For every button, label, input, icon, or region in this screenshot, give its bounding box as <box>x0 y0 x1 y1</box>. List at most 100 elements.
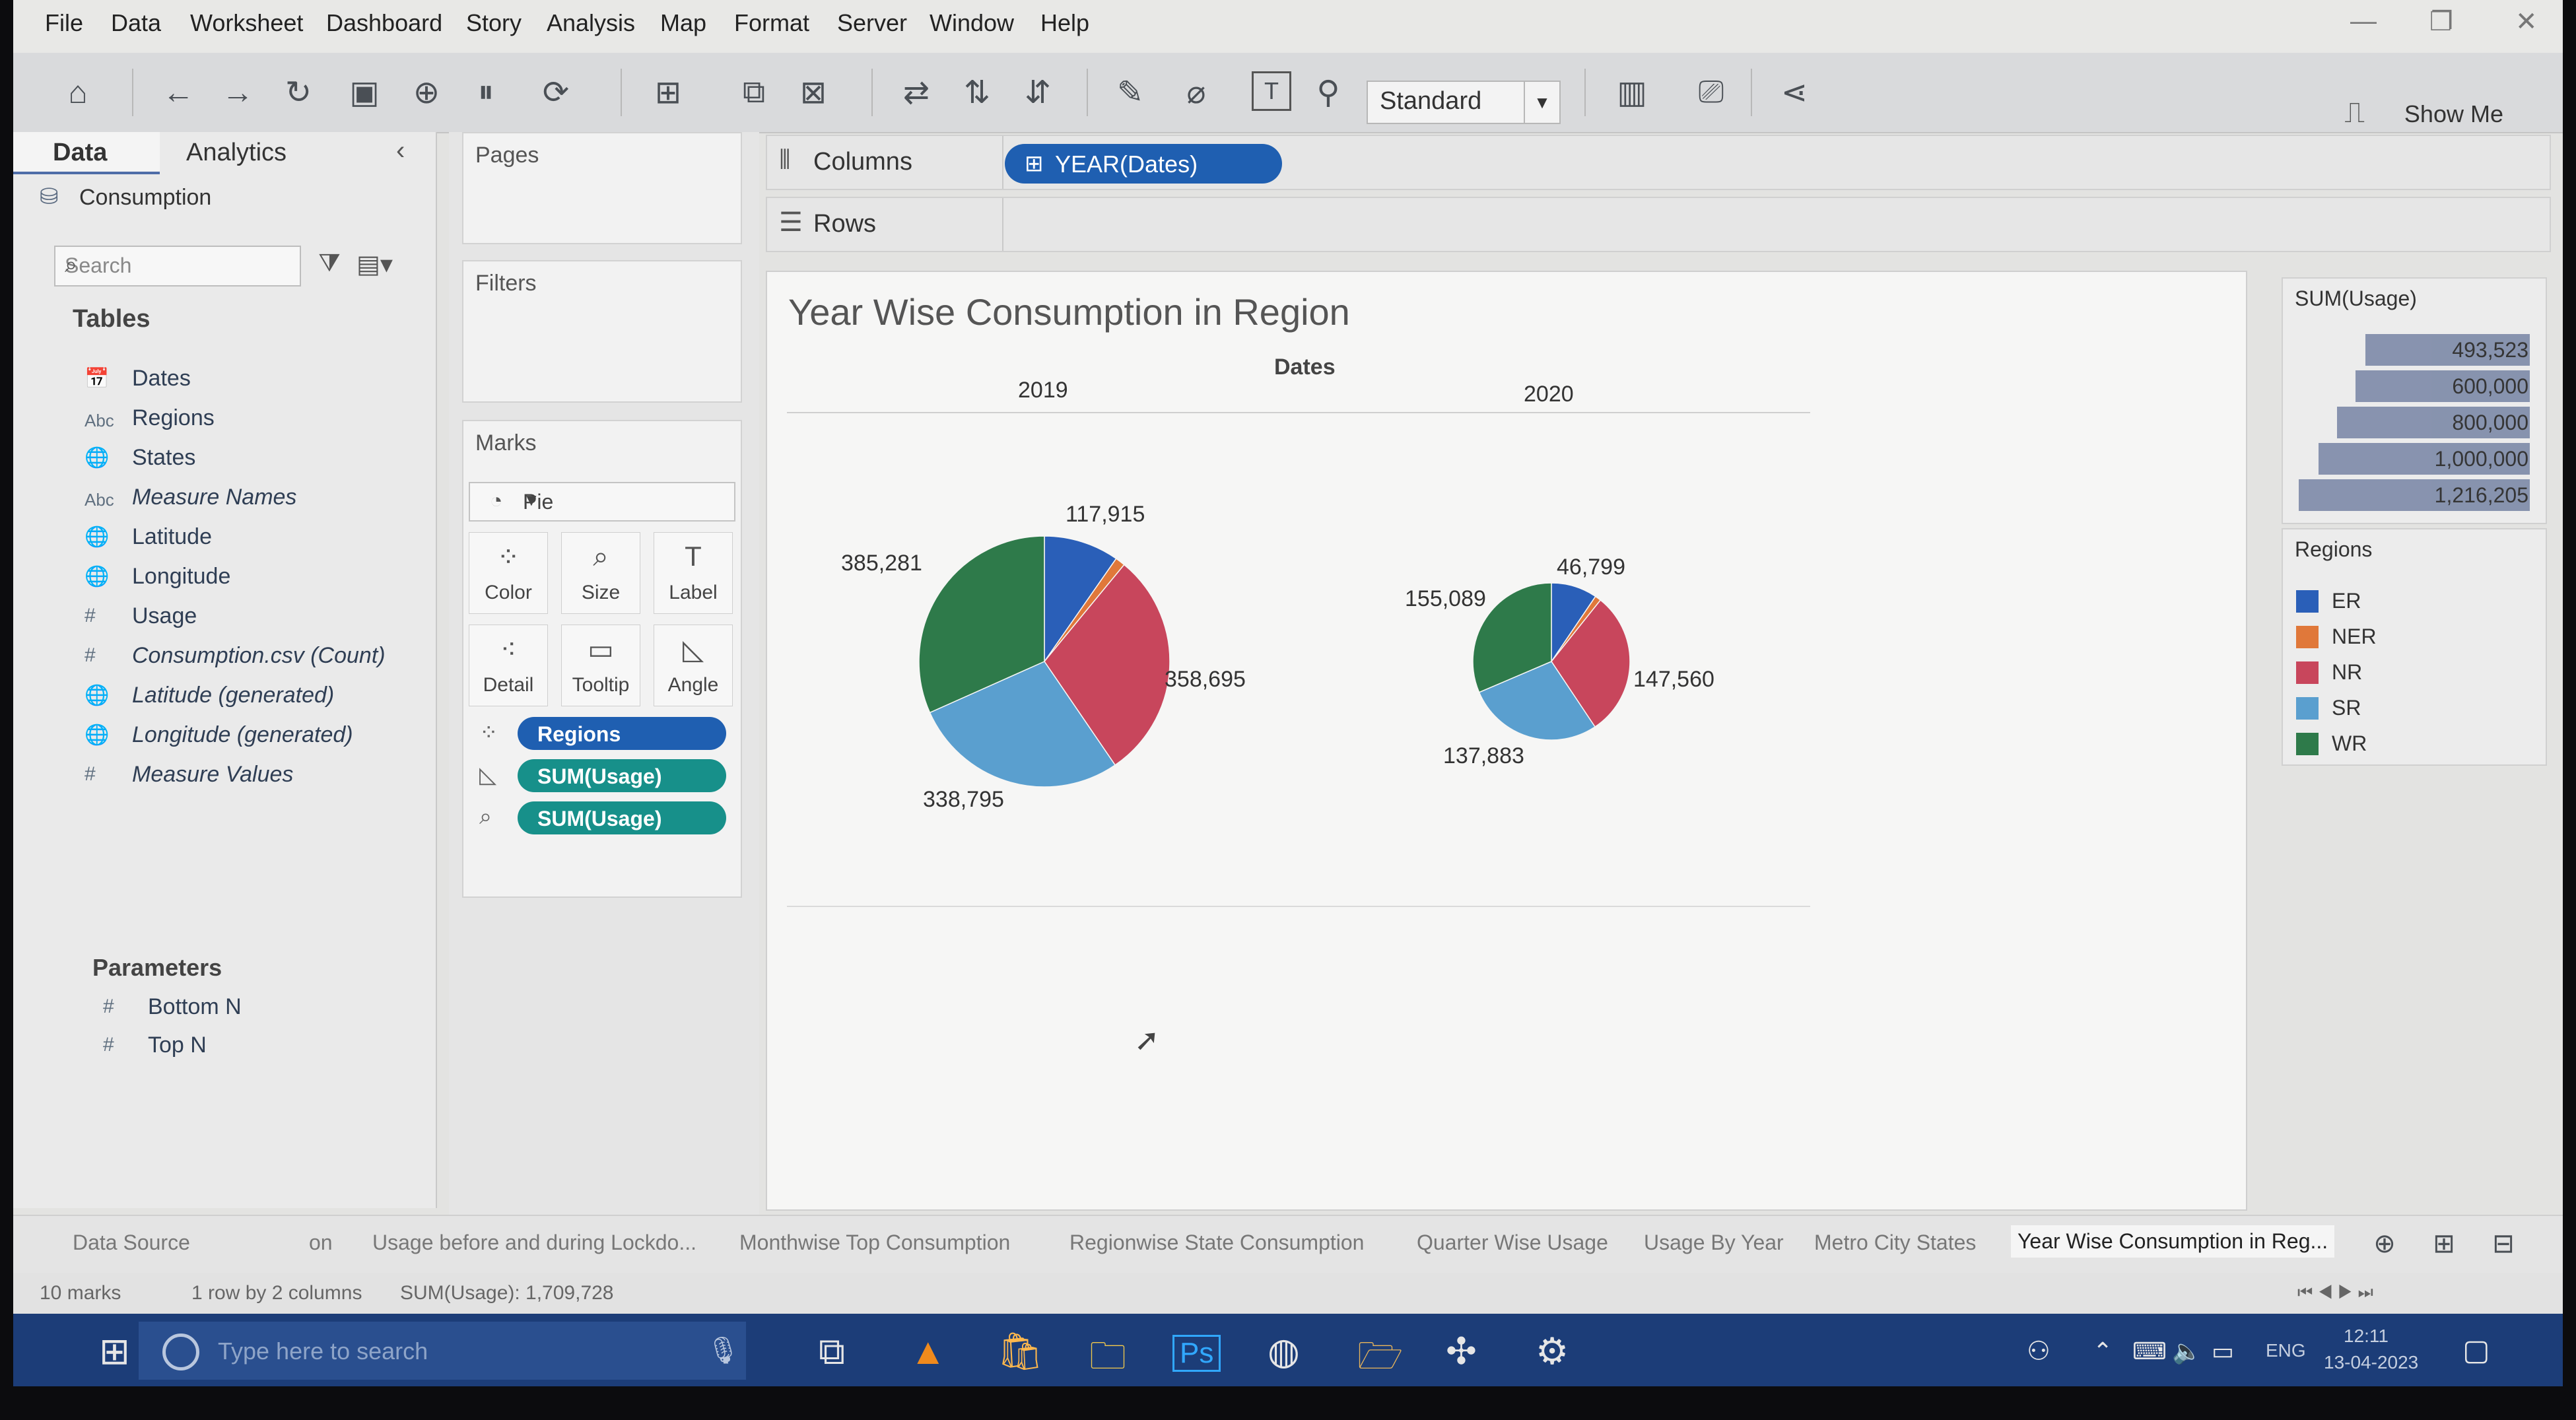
tableau-folder-icon[interactable]: 🗁 <box>1357 1335 1404 1376</box>
field-item[interactable]: Abc Measure Names <box>13 482 436 518</box>
datasource-name[interactable]: Consumption <box>79 185 212 210</box>
field-item[interactable]: # Measure Values <box>13 759 436 795</box>
size-legend-item[interactable]: 1,216,205 <box>2299 479 2530 511</box>
duplicate-sheet-icon[interactable]: ⧉ <box>742 75 766 110</box>
new-dashboard-icon[interactable]: ⊞ <box>2433 1229 2455 1258</box>
people-icon[interactable]: ⚇ <box>2027 1337 2051 1366</box>
tab-usage-before-lockdown[interactable]: Usage before and during Lockdo... <box>372 1231 696 1254</box>
view-list-icon[interactable]: ▤▾ <box>356 251 393 279</box>
home-icon[interactable]: ⌂ <box>68 75 88 110</box>
undo-icon[interactable]: ← <box>162 75 194 110</box>
tab-truncated[interactable]: on <box>309 1231 333 1254</box>
field-item[interactable]: 📅 Dates <box>13 363 436 399</box>
refresh-icon[interactable]: ⟳ <box>542 75 570 110</box>
labels-icon[interactable]: T <box>1252 71 1291 111</box>
tab-data-source[interactable]: Data Source <box>73 1231 190 1254</box>
new-story-icon[interactable]: ⊟ <box>2492 1229 2515 1258</box>
app-icon[interactable]: ◍ <box>1268 1330 1300 1372</box>
minimize-icon[interactable]: — <box>2350 7 2377 36</box>
sheet-nav-icon[interactable]: ⏮ ◀ ▶ ⏭ <box>2297 1282 2373 1302</box>
menu-worksheet[interactable]: Worksheet <box>190 9 304 36</box>
replay-icon[interactable]: ↻ <box>285 75 312 110</box>
menu-data[interactable]: Data <box>111 9 162 36</box>
size-legend-item[interactable]: 800,000 <box>2337 407 2530 438</box>
parameter-item[interactable]: # Bottom N <box>13 992 436 1027</box>
year-header-2020[interactable]: 2020 <box>1524 382 1574 407</box>
filters-card[interactable]: Filters <box>462 260 742 403</box>
angle-button[interactable]: ◺ Angle <box>654 625 733 706</box>
expand-plus-icon[interactable]: ⊞ <box>1025 151 1044 176</box>
pie-slice-2019-nr[interactable] <box>1044 564 1170 766</box>
new-sheet-icon[interactable]: ⊕ <box>2373 1229 2396 1258</box>
tab-monthwise-top[interactable]: Monthwise Top Consumption <box>739 1231 1011 1254</box>
size-legend[interactable]: SUM(Usage) 493,523 600,000 800,000 1,000,00… <box>2282 277 2547 524</box>
pie-slice-2020-sr[interactable] <box>1478 661 1596 741</box>
collapse-pane-icon[interactable]: ‹ <box>396 136 405 165</box>
tableau-icon[interactable]: ✣ <box>1446 1330 1477 1372</box>
pie-slice-2019-sr[interactable] <box>929 661 1116 788</box>
field-item[interactable]: 🌐 Longitude (generated) <box>13 720 436 755</box>
taskbar-search[interactable]: Type here to search 🎙 <box>139 1322 746 1380</box>
file-explorer-icon[interactable]: 🗀 <box>1089 1335 1126 1376</box>
field-item[interactable]: # Consumption.csv (Count) <box>13 640 436 676</box>
paint-roller-icon[interactable]: ⎍ <box>2344 96 2365 129</box>
pie-chart-svg[interactable] <box>767 272 2246 1209</box>
tab-quarter-wise[interactable]: Quarter Wise Usage <box>1417 1231 1608 1254</box>
menu-analysis[interactable]: Analysis <box>547 9 636 36</box>
field-item[interactable]: 🌐 Latitude <box>13 522 436 557</box>
menu-help[interactable]: Help <box>1040 9 1090 36</box>
year-dates-pill[interactable]: ⊞ YEAR(Dates) <box>1005 144 1282 184</box>
save-icon[interactable]: ▣ <box>349 75 380 110</box>
search-input[interactable]: Search ⌕ <box>54 246 301 287</box>
field-item[interactable]: # Usage <box>13 601 436 636</box>
pie-slice-2019-wr[interactable] <box>918 535 1045 714</box>
rows-shelf[interactable]: ☰ Rows <box>766 197 2551 252</box>
tooltip-button[interactable]: ▭ Tooltip <box>561 625 640 706</box>
field-item[interactable]: 🌐 Longitude <box>13 561 436 597</box>
color-legend[interactable]: Regions ER NER NR SR WR <box>2282 528 2547 766</box>
size-legend-item[interactable]: 493,523 <box>2365 334 2530 366</box>
close-icon[interactable]: ✕ <box>2515 7 2538 36</box>
restore-icon[interactable]: ❐ <box>2429 7 2453 36</box>
marks-pill[interactable]: Regions <box>518 717 726 750</box>
pie-slice-2020-nr[interactable] <box>1551 599 1631 728</box>
clock-date[interactable]: 13-04-2023 <box>2324 1352 2419 1372</box>
presentation-icon[interactable]: ⎚ <box>1698 75 1724 110</box>
tab-metro-city[interactable]: Metro City States <box>1814 1231 1977 1254</box>
fit-select[interactable]: Standard ▼ <box>1367 81 1561 124</box>
sort-descending-icon[interactable]: ⇵ <box>1024 75 1052 110</box>
clock-time[interactable]: 12:11 <box>2344 1326 2389 1346</box>
pin-icon[interactable]: ⚲ <box>1316 75 1340 110</box>
vlc-icon[interactable]: ▲ <box>910 1330 947 1372</box>
pages-card[interactable]: Pages <box>462 132 742 244</box>
tab-usage-by-year[interactable]: Usage By Year <box>1644 1231 1784 1254</box>
group-icon[interactable]: ⌀ <box>1186 75 1206 110</box>
menu-story[interactable]: Story <box>466 9 522 36</box>
pie-slice-2020-wr[interactable] <box>1472 582 1552 693</box>
battery-icon[interactable]: ▭ <box>2212 1337 2235 1365</box>
redo-icon[interactable]: → <box>222 75 254 110</box>
year-header-2019[interactable]: 2019 <box>1018 378 1068 403</box>
tab-analytics[interactable]: Analytics <box>186 139 287 166</box>
menu-map[interactable]: Map <box>660 9 707 36</box>
detail-button[interactable]: ⁖ Detail <box>469 625 548 706</box>
menu-dashboard[interactable]: Dashboard <box>326 9 443 36</box>
menu-format[interactable]: Format <box>734 9 810 36</box>
share-icon[interactable]: ⋖ <box>1780 75 1808 110</box>
size-legend-item[interactable]: 600,000 <box>2356 370 2530 402</box>
tray-up-icon[interactable]: ⌃ <box>2093 1337 2113 1365</box>
photoshop-icon[interactable]: Ps <box>1172 1335 1221 1372</box>
viz-canvas[interactable]: Year Wise Consumption in Region Dates 20… <box>766 271 2247 1211</box>
volume-icon[interactable]: 🔈 <box>2172 1337 2202 1365</box>
field-item[interactable]: 🌐 Latitude (generated) <box>13 680 436 716</box>
menu-file[interactable]: File <box>45 9 84 36</box>
color-button[interactable]: ⁘ Color <box>469 532 548 614</box>
windows-start-icon[interactable]: ⊞ <box>99 1330 130 1372</box>
store-icon[interactable]: 🛍 <box>997 1330 1044 1372</box>
notifications-icon[interactable]: ▢ <box>2462 1334 2490 1367</box>
marks-pill[interactable]: SUM(Usage) <box>518 759 726 792</box>
menu-window[interactable]: Window <box>930 9 1015 36</box>
tab-data[interactable]: Data <box>13 132 160 174</box>
network-icon[interactable]: ⌨ <box>2132 1337 2167 1365</box>
label-button[interactable]: T Label <box>654 532 733 614</box>
